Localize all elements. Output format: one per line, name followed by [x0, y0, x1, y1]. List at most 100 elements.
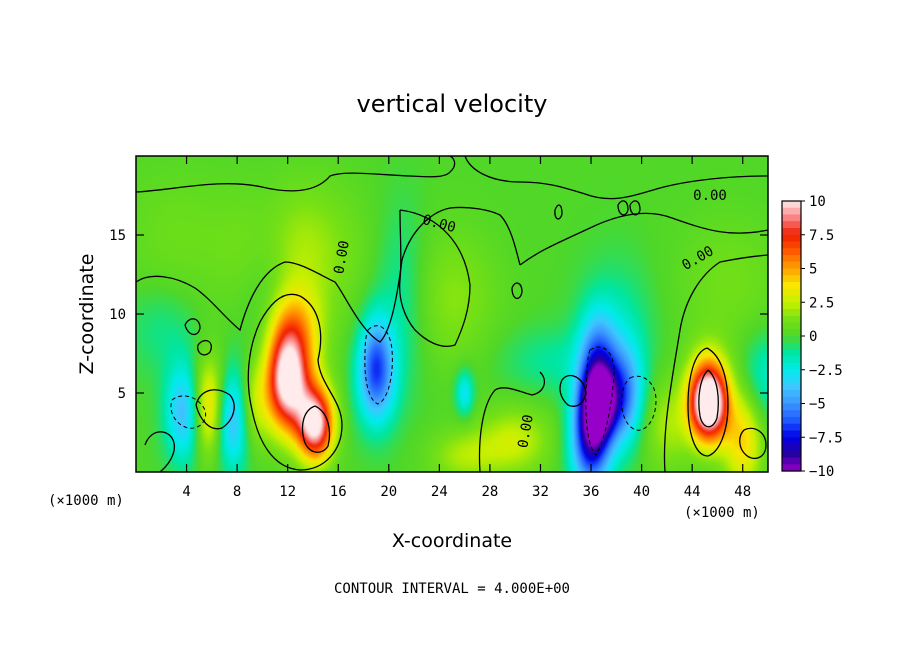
colorbar-tick-label: −2.5: [809, 363, 843, 379]
colorbar-segment: [782, 221, 801, 229]
colorbar-segment: [782, 444, 801, 452]
colorbar-segment: [782, 369, 801, 378]
colorbar-segment: [782, 410, 801, 418]
colorbar-segment: [782, 302, 801, 310]
negative-contour-left: [170, 395, 207, 429]
colorbar-segment: [782, 437, 801, 445]
colorbar-segment: [782, 261, 801, 270]
negative-contour-col3: [621, 375, 657, 431]
x-tick-label: 20: [380, 484, 397, 500]
colorbar-segment: [782, 423, 801, 432]
velocity-field-image: [136, 156, 768, 472]
zero-contour-gravity-arc: [399, 209, 471, 347]
x-axis-label: X-coordinate: [392, 530, 512, 552]
positive-contour-right-small: [739, 427, 767, 459]
x-unit-note-left: (×1000 m): [48, 493, 124, 509]
colorbar-tick-label: 0: [809, 329, 817, 345]
colorbar-tick-label: 10: [809, 194, 826, 210]
colorbar-segment: [782, 356, 801, 364]
zero-contour-left-lump: [195, 389, 235, 430]
colorbar-segment: [782, 255, 801, 263]
colorbar-segment: [782, 342, 801, 351]
colorbar-segment: [782, 417, 801, 425]
negative-contour-col2: [585, 346, 615, 456]
contour-label-4: 0.00: [515, 413, 537, 449]
colorbar-segment: [782, 450, 801, 459]
colorbar-segment: [782, 228, 801, 236]
colorbar-segment: [782, 464, 801, 472]
colorbar-segment: [782, 201, 801, 209]
colorbar-segment: [782, 336, 801, 344]
colorbar-segment: [782, 430, 801, 438]
zero-contour-islands: [184, 200, 641, 407]
colorbar-segment: [782, 214, 801, 222]
colorbar-tick-label: −7.5: [809, 430, 843, 446]
zero-contour-top: [136, 156, 456, 193]
colorbar-tick-label: 7.5: [809, 228, 834, 244]
x-tick-label: 12: [279, 484, 296, 500]
chart-title: vertical velocity: [357, 90, 548, 118]
zero-contour-left: [136, 206, 521, 343]
plot-area: 0.00 0.00 0.00 0.00 0.00: [136, 156, 768, 472]
colorbar: 10 7.5 5 2.5 0 −2.5 −5 −7.5 −10: [781, 194, 843, 480]
colorbar-segment: [782, 457, 801, 465]
colorbar-segment: [782, 288, 801, 297]
positive-contour-right-cell: [687, 347, 729, 457]
x-tick-label: 44: [684, 484, 701, 500]
colorbar-tick-label: 5: [809, 262, 817, 278]
x-tick-label: 36: [583, 484, 600, 500]
zero-contour-lower-mid: [478, 371, 546, 472]
y-tick-label: 15: [109, 228, 126, 244]
colorbar-segment: [782, 268, 801, 276]
zero-contour-right-column: [663, 254, 768, 472]
colorbar-tick-label: 2.5: [809, 295, 834, 311]
colorbar-segment: [782, 383, 801, 391]
positive-contour-left-core: [301, 405, 331, 453]
colorbar-segment: [782, 403, 801, 411]
colorbar-segment: [782, 390, 801, 398]
x-tick-label: 8: [233, 484, 241, 500]
colorbar-segment: [782, 234, 801, 243]
colorbar-segment: [782, 376, 801, 384]
y-tick-label: 5: [118, 386, 126, 402]
colorbar-segment: [782, 309, 801, 317]
positive-contour-left-cell: [247, 293, 343, 471]
negative-contour-lines: [170, 325, 657, 456]
x-tick-label: 48: [734, 484, 751, 500]
x-tick-label: 32: [532, 484, 549, 500]
x-unit-note-right: (×1000 m): [684, 505, 760, 521]
x-tick-label: 4: [182, 484, 190, 500]
colorbar-segment: [782, 315, 801, 324]
x-axis: 4 8 12 16 20 24 28 32 36 40 44 48: [182, 156, 751, 500]
contour-label-2: 0.00: [693, 188, 727, 204]
x-tick-label: 28: [481, 484, 498, 500]
contour-interval-note: CONTOUR INTERVAL = 4.000E+00: [334, 581, 570, 597]
y-axis-label: Z-coordinate: [76, 254, 98, 375]
positive-contour-right-core: [698, 369, 719, 428]
colorbar-segment: [782, 248, 801, 256]
colorbar-segment: [782, 275, 801, 283]
zero-contour-left-low: [144, 431, 175, 472]
contour-lines: [136, 156, 768, 472]
contour-value-labels: 0.00 0.00 0.00 0.00 0.00: [331, 188, 727, 449]
x-tick-label: 24: [431, 484, 448, 500]
colorbar-segment: [782, 322, 801, 330]
y-tick-label: 10: [109, 307, 126, 323]
colorbar-segment: [782, 329, 801, 337]
colorbar-segment: [782, 207, 801, 216]
colorbar-segment: [782, 295, 801, 303]
x-tick-label: 16: [330, 484, 347, 500]
negative-contour-col1: [364, 325, 393, 405]
colorbar-tick-label: −10: [809, 464, 834, 480]
colorbar-segment: [782, 282, 801, 290]
x-tick-label: 40: [633, 484, 650, 500]
colorbar-segment: [782, 396, 801, 405]
colorbar-segment: [782, 363, 801, 371]
y-axis: 5 10 15: [109, 228, 768, 402]
contour-label-0: 0.00: [331, 239, 353, 275]
zero-contour-upper-right: [464, 156, 768, 200]
colorbar-segment: [782, 349, 801, 357]
colorbar-segment: [782, 241, 801, 249]
colorbar-tick-label: −5: [809, 397, 826, 413]
